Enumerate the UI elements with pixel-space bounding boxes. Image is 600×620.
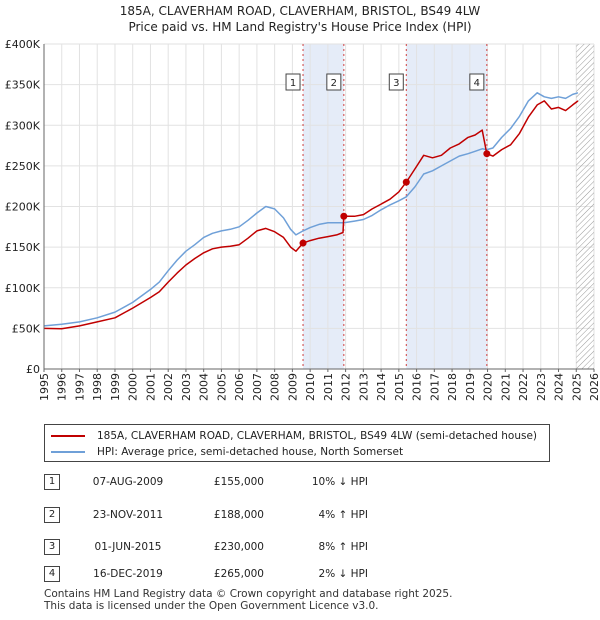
x-tick-label: 2009	[286, 373, 299, 401]
y-tick-label: £250K	[5, 160, 41, 173]
y-tick-label: £400K	[5, 38, 41, 51]
legend-label-property: 185A, CLAVERHAM ROAD, CLAVERHAM, BRISTOL…	[97, 430, 538, 442]
x-tick-label: 2000	[127, 373, 140, 401]
sale-date: 01-JUN-2015	[94, 541, 162, 553]
legend-label-hpi: HPI: Average price, semi-detached house,…	[97, 446, 404, 458]
sale-number-badge: 3	[44, 539, 60, 555]
y-tick-label: £300K	[5, 119, 41, 132]
x-tick-label: 2023	[535, 373, 548, 401]
chart-title: 185A, CLAVERHAM ROAD, CLAVERHAM, BRISTOL…	[0, 3, 600, 35]
x-tick-label: 1997	[73, 373, 86, 401]
x-tick-label: 2018	[446, 373, 459, 401]
x-tick-label: 2003	[180, 373, 193, 401]
price-chart: 1 2 3 4 £0 £50K £100K £150K £200K £250K £300K £350…	[5, 38, 600, 401]
y-tick-label: £50K	[12, 322, 41, 335]
sale-label-number: 3	[393, 78, 399, 89]
sale-date: 07-AUG-2009	[92, 476, 164, 488]
property-price-line	[43, 100, 579, 330]
sale-row: 2 23-NOV-2011 £188,000 4% ↑ HPI	[44, 507, 464, 525]
x-tick-label: 2014	[375, 373, 388, 401]
x-tick-label: 2001	[144, 373, 157, 401]
sale-label-number: 1	[290, 78, 296, 89]
sale-label-box	[326, 73, 342, 91]
x-tick-label: 2024	[553, 373, 566, 401]
sale-hpi-diff: 8% ↑ HPI	[318, 541, 368, 553]
y-tick-label: £350K	[5, 79, 41, 92]
x-tick-label: 2012	[340, 373, 353, 401]
sale-price: £265,000	[213, 568, 264, 580]
sale-date: 16-DEC-2019	[93, 568, 163, 580]
sale-label-box	[285, 73, 301, 91]
sale-price: £155,000	[213, 476, 264, 488]
sale-label-box	[469, 73, 485, 91]
forecast-hatch	[576, 44, 594, 369]
x-tick-label: 2008	[269, 373, 282, 401]
x-tick-label: 2011	[322, 373, 335, 401]
x-tick-label: 2006	[233, 373, 246, 401]
x-tick-label: 1998	[91, 373, 104, 401]
sale-hpi-diff: 4% ↑ HPI	[318, 509, 368, 521]
x-tick-label: 2026	[588, 373, 600, 401]
sale-row: 4 16-DEC-2019 £265,000 2% ↓ HPI	[44, 566, 464, 584]
x-tick-label: 1996	[56, 373, 69, 401]
x-tick-label: 2019	[464, 373, 477, 401]
chart-title-line2: Price paid vs. HM Land Registry's House …	[128, 20, 472, 34]
sale-date: 23-NOV-2011	[92, 509, 164, 521]
legend-swatch-property	[51, 435, 85, 437]
sale-row: 1 07-AUG-2009 £155,000 10% ↓ HPI	[44, 474, 464, 492]
x-tick-label: 2004	[198, 373, 211, 401]
footer-attribution: Contains HM Land Registry data © Crown c…	[44, 588, 452, 612]
x-tick-label: 2016	[411, 373, 424, 401]
x-tick-label: 2021	[499, 373, 512, 401]
y-tick-label: £100K	[5, 282, 41, 295]
x-tick-label: 2007	[251, 373, 264, 401]
chart-title-line1: 185A, CLAVERHAM ROAD, CLAVERHAM, BRISTOL…	[119, 4, 481, 18]
x-tick-label: 2017	[428, 373, 441, 401]
y-tick-label: £0	[26, 363, 40, 376]
sale-point	[340, 212, 348, 220]
legend-item-property: 185A, CLAVERHAM ROAD, CLAVERHAM, BRISTOL…	[51, 428, 537, 444]
sale-price: £188,000	[213, 509, 264, 521]
x-tick-label: 2022	[517, 373, 530, 401]
x-tick-label: 2025	[570, 373, 583, 401]
sale-number-badge: 4	[44, 566, 60, 582]
y-tick-label: £200K	[5, 201, 41, 214]
sale-point	[402, 178, 410, 186]
sale-number-badge: 2	[44, 507, 60, 523]
sale-point	[483, 150, 491, 158]
x-tick-label: 2005	[215, 373, 228, 401]
footer-line1: Contains HM Land Registry data © Crown c…	[44, 588, 453, 600]
x-tick-label: 2002	[162, 373, 175, 401]
legend-swatch-hpi	[51, 451, 85, 453]
legend-item-hpi: HPI: Average price, semi-detached house,…	[51, 444, 403, 460]
sale-price: £230,000	[213, 541, 264, 553]
y-tick-label: £150K	[5, 241, 41, 254]
sale-row: 3 01-JUN-2015 £230,000 8% ↑ HPI	[44, 539, 464, 557]
sale-point	[299, 239, 307, 247]
sale-hpi-diff: 10% ↓ HPI	[311, 476, 368, 488]
sale-number-badge: 1	[44, 474, 60, 490]
sale-label-number: 4	[474, 78, 480, 89]
x-tick-label: 1995	[38, 373, 51, 401]
sale-label-number: 2	[331, 78, 337, 89]
footer-line2: This data is licensed under the Open Gov…	[44, 600, 379, 612]
sale-label-box	[388, 73, 404, 91]
x-tick-label: 2020	[482, 373, 495, 401]
x-tick-label: 2015	[393, 373, 406, 401]
x-tick-label: 2010	[304, 373, 317, 401]
x-tick-label: 2013	[357, 373, 370, 401]
legend: 185A, CLAVERHAM ROAD, CLAVERHAM, BRISTOL…	[44, 424, 550, 462]
x-tick-label: 1999	[109, 373, 122, 401]
sale-hpi-diff: 2% ↓ HPI	[318, 568, 368, 580]
